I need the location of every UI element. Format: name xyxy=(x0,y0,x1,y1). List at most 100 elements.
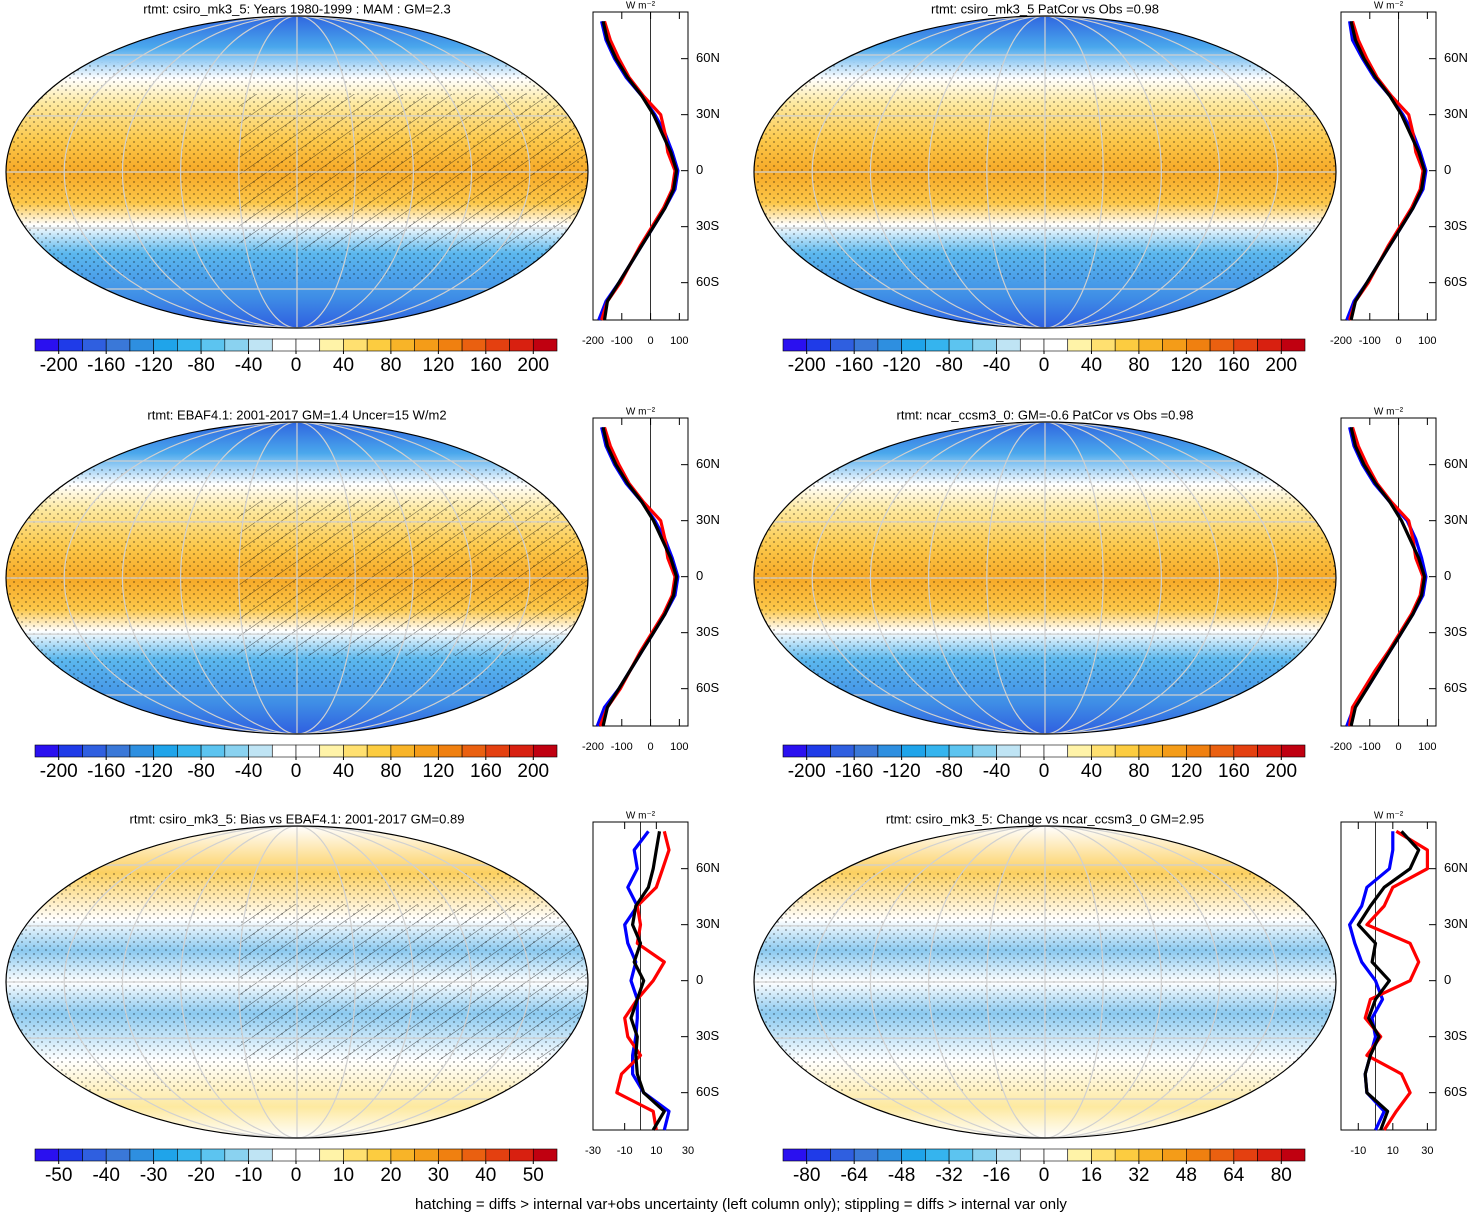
colorbar-box xyxy=(1114,744,1140,758)
colorbar-box xyxy=(129,1148,154,1162)
colorbar-box xyxy=(414,338,439,352)
y-tick-label: 60N xyxy=(1444,860,1468,875)
colorbar-box xyxy=(1091,1148,1116,1162)
colorbar-label: -40 xyxy=(983,355,1010,376)
colorbar-box xyxy=(877,1148,902,1162)
zonal-line xyxy=(600,20,677,321)
colorbar-box xyxy=(901,338,926,352)
colorbar-box xyxy=(830,1148,855,1162)
colorbar-box xyxy=(366,338,392,352)
panel-title: rtmt: csiro_mk3_5 PatCor vs Obs =0.98 xyxy=(931,1,1159,16)
y-tick-label: 30S xyxy=(1444,624,1467,639)
colorbar-label: -50 xyxy=(45,1165,72,1186)
y-tick-label: 30N xyxy=(1444,916,1468,931)
colorbar-box xyxy=(830,744,855,758)
colorbar-label: 0 xyxy=(291,761,302,782)
colorbar-box xyxy=(1067,1148,1092,1162)
colorbar-box xyxy=(1067,744,1092,758)
colorbar-box xyxy=(366,744,392,758)
colorbar-box xyxy=(461,1148,487,1162)
zonal-units: W m⁻² xyxy=(1374,407,1404,418)
colorbar-box xyxy=(853,338,879,352)
zonal-units: W m⁻² xyxy=(626,407,656,418)
colorbar-label: 48 xyxy=(1176,1165,1197,1186)
colorbar-label: 40 xyxy=(333,761,354,782)
colorbar-label: -160 xyxy=(835,355,873,376)
colorbar-box xyxy=(853,1148,879,1162)
colorbar-label: 80 xyxy=(1128,355,1149,376)
y-tick-label: 30N xyxy=(696,106,720,121)
colorbar-label: -20 xyxy=(187,1165,214,1186)
colorbar-box xyxy=(532,1148,558,1162)
colorbar-box xyxy=(82,338,107,352)
zonal-frame xyxy=(1340,821,1437,1131)
colorbar-box xyxy=(1043,338,1069,352)
zonal-units: W m⁻² xyxy=(1374,811,1404,822)
x-tick-label: 100 xyxy=(1418,741,1436,753)
colorbar-label: -200 xyxy=(40,355,78,376)
colorbar-label: 80 xyxy=(380,355,401,376)
map-border xyxy=(753,421,1337,735)
y-tick-label: 60S xyxy=(1444,1084,1467,1099)
colorbar-box xyxy=(129,744,154,758)
colorbar-box xyxy=(1043,744,1069,758)
colorbar-label: 200 xyxy=(1265,355,1297,376)
colorbar-box xyxy=(343,338,368,352)
colorbar-label: -80 xyxy=(793,1165,820,1186)
colorbar-box xyxy=(901,1148,926,1162)
colorbar-box xyxy=(34,338,60,352)
colorbar-box xyxy=(248,744,273,758)
colorbar-box xyxy=(319,744,344,758)
zonal-units: W m⁻² xyxy=(1374,1,1404,12)
colorbar-box xyxy=(200,744,226,758)
colorbar-box xyxy=(1138,1148,1163,1162)
map-overlay xyxy=(6,826,588,1138)
x-tick-label: -10 xyxy=(1350,1145,1366,1157)
y-tick-label: 30S xyxy=(1444,1028,1467,1043)
zonal-frame xyxy=(1340,417,1437,727)
zonal-units: W m⁻² xyxy=(626,811,656,822)
colorbar-label: 0 xyxy=(291,1165,302,1186)
colorbar-box xyxy=(782,744,808,758)
y-tick-label: 60S xyxy=(1444,680,1467,695)
y-tick-label: 0 xyxy=(1444,162,1451,177)
colorbar-box xyxy=(1019,338,1045,352)
y-tick-label: 0 xyxy=(696,568,703,583)
y-tick-label: 60S xyxy=(1444,274,1467,289)
colorbar-label: 40 xyxy=(333,355,354,376)
colorbar-label: 160 xyxy=(1218,355,1250,376)
colorbar-label: -40 xyxy=(983,761,1010,782)
colorbar-box xyxy=(996,1148,1021,1162)
colorbar-box xyxy=(295,1148,321,1162)
x-tick-label: -100 xyxy=(1359,741,1381,753)
y-tick-label: 0 xyxy=(1444,568,1451,583)
colorbar-box xyxy=(438,338,463,352)
x-tick-label: 100 xyxy=(670,741,688,753)
colorbar-box xyxy=(1186,338,1211,352)
zonal-frame xyxy=(592,11,689,321)
colorbar-box xyxy=(948,1148,974,1162)
colorbar-box xyxy=(948,338,974,352)
colorbar-label: 32 xyxy=(1128,1165,1149,1186)
colorbar-box xyxy=(1162,1148,1187,1162)
colorbar-box xyxy=(972,338,997,352)
colorbar-box xyxy=(1162,744,1187,758)
colorbar-box xyxy=(782,1148,808,1162)
colorbar-box xyxy=(532,338,558,352)
zonal-line xyxy=(598,426,677,727)
colorbar-box xyxy=(1280,338,1306,352)
zonal-line xyxy=(601,20,679,321)
x-tick-label: 0 xyxy=(1396,741,1402,753)
colorbar-box xyxy=(806,744,831,758)
x-tick-label: -10 xyxy=(617,1145,633,1157)
zonal-line xyxy=(1345,426,1428,727)
colorbar-label: -40 xyxy=(235,355,262,376)
zonal-line xyxy=(1349,426,1427,727)
colorbar-box xyxy=(153,338,178,352)
colorbar-label: -120 xyxy=(135,761,173,782)
colorbar-label: -10 xyxy=(235,1165,262,1186)
panel-title: rtmt: ncar_ccsm3_0: GM=-0.6 PatCor vs Ob… xyxy=(897,407,1194,422)
panel-title: rtmt: csiro_mk3_5: Years 1980-1999 : MAM… xyxy=(143,1,450,16)
colorbar-box xyxy=(509,338,534,352)
colorbar-label: 120 xyxy=(1171,355,1203,376)
